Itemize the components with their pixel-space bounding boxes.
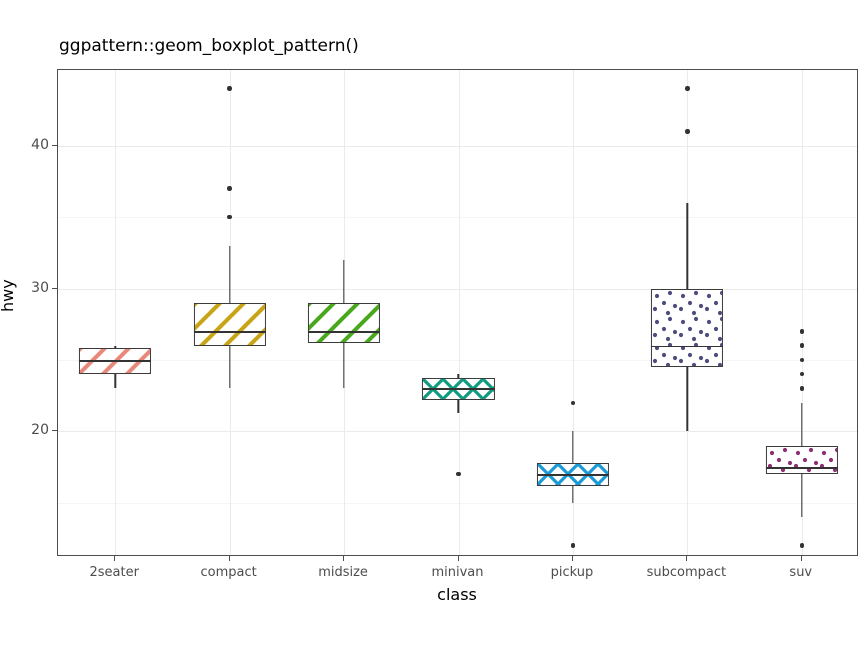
x-axis-tick-label-compact: compact <box>200 565 257 580</box>
x-axis-tick-label-subcompact: subcompact <box>646 565 727 580</box>
boxplot-subcompact[interactable] <box>651 70 724 555</box>
outlier-point <box>227 186 232 191</box>
median-line <box>765 467 838 469</box>
outlier-point <box>570 543 576 548</box>
whisker-lower <box>572 485 574 503</box>
boxplot-2seater[interactable] <box>79 70 152 555</box>
chart-title: ggpattern::geom_boxplot_pattern() <box>59 36 359 56</box>
x-axis-tick-mark <box>686 556 688 561</box>
whisker-upper <box>228 245 231 303</box>
gridline-major-y <box>58 145 857 147</box>
gridline-minor-y <box>58 217 857 219</box>
outlier-point <box>799 543 804 548</box>
boxplot-midsize[interactable] <box>308 70 381 555</box>
whisker-upper <box>801 402 803 446</box>
median-line <box>79 359 152 362</box>
y-axis-tick-mark <box>52 144 57 146</box>
outlier-point <box>799 343 804 348</box>
y-axis-tick-label: 40 <box>31 136 49 153</box>
box-iqr <box>651 288 724 368</box>
y-axis-tick-mark <box>52 430 57 432</box>
outlier-point <box>227 86 232 91</box>
boxplot-minivan[interactable] <box>422 70 495 555</box>
median-line <box>193 331 266 333</box>
x-axis-tick-label-midsize: midsize <box>318 565 368 580</box>
gridline-minor-y <box>58 359 857 361</box>
x-axis-tick-mark <box>343 556 345 561</box>
x-axis-tick-label-suv: suv <box>789 565 813 580</box>
x-axis-tick-mark <box>571 556 573 561</box>
box-iqr <box>765 445 838 475</box>
median-line <box>536 474 609 476</box>
gridline-minor-y <box>58 502 857 504</box>
whisker-lower <box>801 474 803 517</box>
median-line <box>422 388 495 391</box>
whisker-lower <box>686 367 689 432</box>
x-axis-tick-label-2seater: 2seater <box>89 565 139 580</box>
whisker-upper <box>686 202 689 289</box>
box-iqr <box>193 302 266 346</box>
outlier-point <box>799 386 804 391</box>
y-axis-tick-mark <box>52 287 57 289</box>
gridline-major-x <box>115 70 117 555</box>
gridline-major-y <box>58 288 857 290</box>
gridline-major-x <box>572 70 574 555</box>
outlier-point <box>685 86 690 91</box>
boxplot-pickup[interactable] <box>536 70 609 555</box>
whisker-lower <box>228 345 231 389</box>
whisker-lower <box>343 342 345 389</box>
x-axis-tick-mark <box>457 556 459 561</box>
outlier-point <box>456 471 461 477</box>
boxplot-compact[interactable] <box>193 70 266 555</box>
x-axis-title: class <box>437 585 477 604</box>
whisker-upper <box>457 374 460 379</box>
outlier-point <box>799 357 804 363</box>
boxplot-suv[interactable] <box>765 70 838 555</box>
median-line <box>308 331 381 333</box>
x-axis-tick-mark <box>800 556 802 561</box>
outlier-point <box>685 129 690 134</box>
gridline-major-y <box>58 431 857 433</box>
whisker-upper <box>572 431 574 463</box>
outlier-point <box>799 372 804 377</box>
x-axis-tick-label-minivan: minivan <box>431 565 484 580</box>
median-line <box>651 345 724 348</box>
x-axis-tick-label-pickup: pickup <box>550 565 594 580</box>
whisker-lower <box>457 399 460 413</box>
gridline-major-x <box>801 70 803 555</box>
x-axis-tick-mark <box>228 556 230 561</box>
gridline-major-x <box>458 70 460 555</box>
x-axis-tick-mark <box>114 556 116 561</box>
y-axis-tick-label: 30 <box>31 279 49 296</box>
whisker-lower <box>114 374 116 389</box>
outlier-point <box>227 214 232 220</box>
outlier-point <box>570 400 576 405</box>
outlier-point <box>799 329 804 334</box>
box-iqr <box>308 302 381 343</box>
plot-panel <box>57 69 858 556</box>
y-axis-tick-label: 20 <box>31 422 49 439</box>
whisker-upper <box>114 345 116 349</box>
whisker-upper <box>343 259 345 303</box>
